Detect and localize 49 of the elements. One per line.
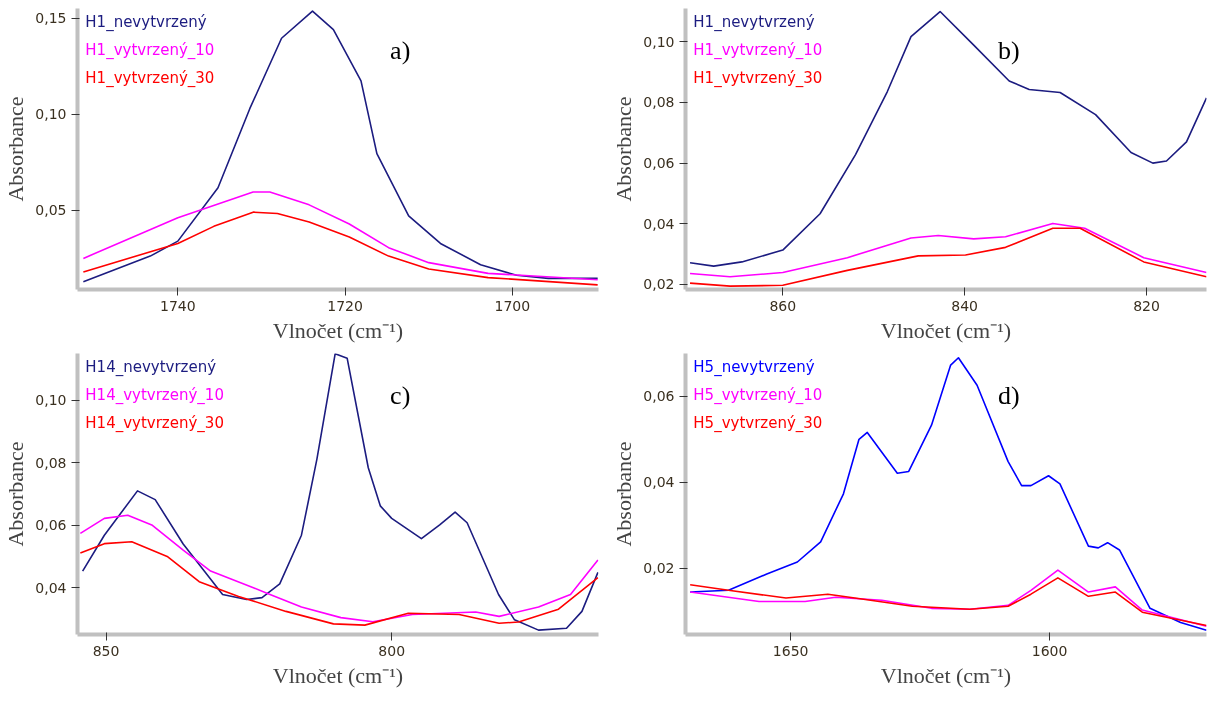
annotation: a)	[390, 36, 411, 66]
x-tick-label: 850	[92, 642, 120, 659]
y-tick-label: 0,04	[643, 215, 675, 232]
x-tick-label: 1600	[1031, 642, 1068, 659]
text: H5_nevytvrzený	[693, 357, 815, 377]
y-tick-label: 0,10	[35, 106, 67, 123]
y-tick-label: 0,10	[35, 392, 67, 409]
x-tick-label: 860	[769, 297, 797, 314]
y-tick-label: 0,06	[35, 517, 67, 534]
y-tick-label: 0,08	[643, 94, 675, 111]
x-tick-label: 1740	[160, 297, 196, 314]
y-axis-title: Absorbance	[611, 441, 637, 547]
annotation: d)	[998, 381, 1020, 411]
y-tick-label: 0,06	[643, 155, 675, 172]
y-tick-label: 0,04	[643, 474, 675, 491]
text: H5_vytvrzený_30	[693, 413, 823, 433]
x-tick-label: 840	[951, 297, 979, 314]
y-axis-title: Absorbance	[611, 96, 637, 202]
text: H1_nevytvrzený	[693, 12, 815, 32]
y-tick-label: 0,08	[35, 454, 67, 471]
text: H14_vytvrzený_10	[85, 385, 224, 405]
y-tick-label: 0,10	[643, 33, 675, 50]
x-axis-title: Vlnočet (cm⁻¹)	[880, 317, 1012, 343]
text: H1_nevytvrzený	[85, 12, 207, 32]
text: H14_vytvrzený_30	[85, 413, 224, 433]
x-axis-title: Vlnočet (cm⁻¹)	[272, 662, 404, 688]
text: H14_nevytvrzený	[85, 357, 217, 377]
text: H1_vytvrzený_30	[85, 68, 215, 88]
x-tick-label: 820	[1133, 297, 1160, 314]
y-tick-label: 0,02	[643, 276, 675, 293]
y-tick-label: 0,04	[35, 579, 67, 596]
x-tick-label: 1720	[327, 297, 363, 314]
x-axis-title: Vlnočet (cm⁻¹)	[880, 662, 1012, 688]
text: H1_vytvrzený_10	[85, 40, 215, 60]
y-tick-label: 0,15	[35, 10, 67, 27]
x-tick-label: 1650	[772, 642, 809, 659]
x-axis-title: Vlnočet (cm⁻¹)	[272, 317, 404, 343]
y-axis-title: Absorbance	[3, 96, 29, 202]
annotation: c)	[390, 381, 411, 411]
text: H1_vytvrzený_10	[693, 40, 823, 60]
text: H1_vytvrzený_30	[693, 68, 823, 88]
x-tick-label: 800	[378, 642, 406, 659]
y-tick-label: 0,02	[643, 560, 675, 576]
y-axis-title: Absorbance	[3, 441, 29, 547]
annotation: b)	[998, 36, 1020, 66]
y-tick-label: 0,05	[35, 202, 67, 219]
y-tick-label: 0,06	[643, 388, 675, 405]
text: H5_vytvrzený_10	[693, 385, 823, 405]
x-tick-label: 1700	[494, 297, 531, 314]
